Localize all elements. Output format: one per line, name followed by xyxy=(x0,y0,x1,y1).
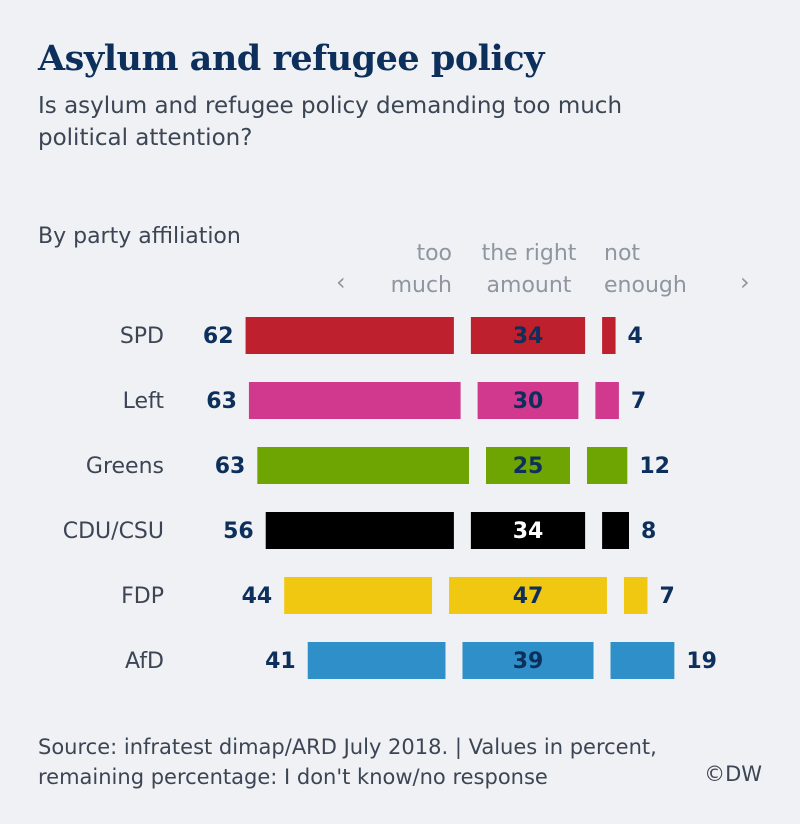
bar-right-amount xyxy=(470,512,586,549)
chart-title: Asylum and refugee policy xyxy=(38,38,544,79)
column-header-too-much: too much xyxy=(390,241,452,298)
bar-right-amount xyxy=(486,447,570,484)
bar-not-enough xyxy=(602,512,629,549)
value-label-not-enough: 4 xyxy=(628,324,643,349)
chart-subtitle: Is asylum and refugee policy demanding t… xyxy=(38,93,623,151)
value-label-not-enough: 7 xyxy=(659,584,674,609)
bar-too-much xyxy=(257,447,469,484)
category-label: CDU/CSU xyxy=(63,519,164,544)
value-label-right-amount: 25 xyxy=(513,454,544,479)
bar-right-amount xyxy=(470,317,586,354)
value-label-right-amount: 39 xyxy=(513,649,544,674)
value-label-right-amount: 34 xyxy=(513,519,544,544)
category-label: SPD xyxy=(120,324,164,349)
group-label: By party affiliation xyxy=(38,224,241,249)
bar-too-much xyxy=(284,577,433,614)
category-label: Greens xyxy=(86,454,164,479)
bar-too-much xyxy=(307,642,446,679)
value-label-too-much: 63 xyxy=(215,454,246,479)
value-label-not-enough: 12 xyxy=(639,454,670,479)
chevron-left-icon: ‹ xyxy=(336,268,346,296)
bar-not-enough xyxy=(623,577,648,614)
chevron-right-icon: › xyxy=(740,268,750,296)
bar-not-enough xyxy=(595,382,619,419)
column-header-not-enough: not enough xyxy=(604,241,687,298)
bar-too-much xyxy=(265,512,454,549)
value-label-right-amount: 30 xyxy=(513,389,544,414)
value-label-not-enough: 8 xyxy=(641,519,656,544)
value-label-not-enough: 7 xyxy=(631,389,646,414)
value-label-right-amount: 47 xyxy=(513,584,544,609)
bar-right-amount xyxy=(462,642,594,679)
bar-not-enough xyxy=(587,447,628,484)
bar-right-amount xyxy=(477,382,579,419)
value-label-too-much: 62 xyxy=(203,324,234,349)
bar-not-enough xyxy=(610,642,675,679)
source-note: Source: infratest dimap/ARD July 2018. |… xyxy=(38,735,657,789)
bar-too-much xyxy=(245,317,454,354)
value-label-right-amount: 34 xyxy=(513,324,544,349)
column-header-right-amount: the right amount xyxy=(481,241,577,298)
value-label-too-much: 63 xyxy=(206,389,237,414)
value-label-not-enough: 19 xyxy=(686,649,717,674)
bar-too-much xyxy=(248,382,461,419)
category-label: FDP xyxy=(121,584,164,609)
value-label-too-much: 41 xyxy=(265,649,296,674)
value-label-too-much: 44 xyxy=(242,584,273,609)
category-label: AfD xyxy=(125,649,164,674)
copyright: ©DW xyxy=(704,762,762,786)
bar-right-amount xyxy=(449,577,607,614)
value-label-too-much: 56 xyxy=(223,519,254,544)
category-label: Left xyxy=(123,389,165,414)
bar-not-enough xyxy=(602,317,616,354)
